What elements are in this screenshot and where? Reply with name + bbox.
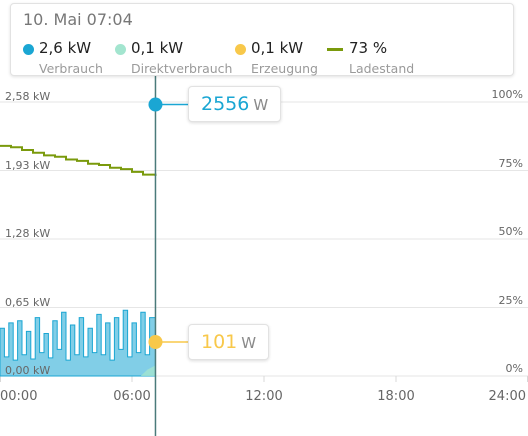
x-tick-label: 06:00 (113, 389, 151, 404)
y-left-tick-label: 2,58 kW (5, 90, 51, 103)
hover-tooltip: 10. Mai 07:04 2,6 kW Verbrauch 0,1 kW Direk… (10, 3, 514, 76)
tooltip-item-value: 73 % (349, 39, 388, 57)
tooltip-item-value: 0,1 kW (131, 39, 184, 57)
y-right-tick-label: 100% (491, 88, 523, 101)
y-right-tick-label: 25% (498, 293, 523, 307)
x-tick-label: 18:00 (377, 389, 415, 404)
dot-marker-icon (23, 44, 34, 55)
consumption-marker (148, 97, 163, 112)
tooltip-item-value: 0,1 kW (251, 39, 304, 57)
dot-marker-icon (115, 44, 126, 55)
series-line-ladestand (0, 144, 157, 176)
production-value: 101 (201, 331, 238, 353)
tooltip-datetime: 10. Mai 07:04 (23, 10, 133, 29)
tooltip-item-label: Verbrauch (39, 61, 103, 76)
production-unit: W (241, 334, 257, 352)
line-marker-icon (327, 48, 343, 51)
y-left-tick-label: 0,00 kW (5, 364, 51, 377)
tooltip-item-value: 2,6 kW (39, 39, 92, 57)
x-tick-label: 00:00 (0, 389, 38, 404)
series-area-direktverbrauch (140, 365, 156, 376)
series-area-verbrauch (0, 309, 156, 377)
tooltip-item-label: Direktverbrauch (131, 61, 233, 76)
y-left-tick-label: 0,65 kW (5, 295, 51, 309)
consumption-value: 2556 (201, 93, 250, 115)
y-left-tick-label: 1,28 kW (5, 227, 51, 240)
y-right-tick-label: 0% (505, 362, 523, 375)
y-right-tick-label: 50% (498, 225, 523, 238)
production-callout: 101 W (188, 324, 270, 360)
x-tick-label: 24:00 (488, 389, 526, 404)
production-marker (148, 335, 163, 349)
tooltip-item-label: Erzeugung (251, 61, 318, 76)
y-left-tick-label: 1,93 kW (5, 158, 51, 172)
consumption-callout: 2556 W (188, 86, 282, 122)
dot-marker-icon (235, 44, 246, 55)
y-right-tick-label: 75% (498, 156, 523, 170)
x-tick-label: 12:00 (245, 389, 283, 404)
tooltip-item-label: Ladestand (349, 61, 415, 76)
consumption-unit: W (253, 96, 269, 114)
